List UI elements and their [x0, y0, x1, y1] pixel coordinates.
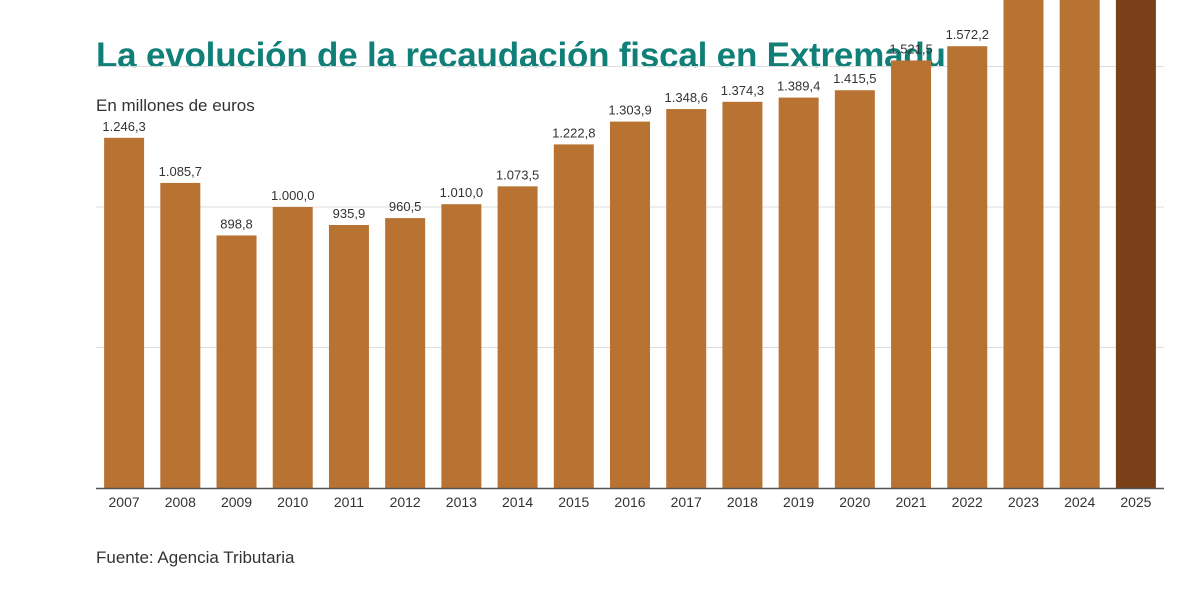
bar — [441, 204, 482, 488]
bar — [1115, 0, 1156, 489]
bar — [553, 144, 594, 489]
x-tick-label: 2015 — [558, 494, 589, 510]
bar — [666, 109, 707, 489]
source-note: Fuente: Agencia Tributaria — [96, 548, 295, 567]
chart-subtitle: En millones de euros — [96, 96, 255, 115]
data-label: 1.415,5 — [833, 71, 876, 86]
x-tick-label: 2007 — [109, 494, 140, 510]
x-tick-label: 2012 — [390, 494, 421, 510]
bar — [104, 137, 145, 488]
bar — [891, 60, 932, 489]
x-tick-label: 2010 — [277, 494, 308, 510]
bar — [778, 97, 819, 488]
x-tick-label: 2008 — [165, 494, 196, 510]
data-label: 1.246,3 — [102, 119, 145, 134]
data-label: 1.572,2 — [946, 27, 989, 42]
x-tick-labels: 2007 2008 2009 2010 2011 2012 2013 2014 2015 2016… — [109, 494, 1152, 510]
bar — [497, 186, 538, 488]
data-label: 1.374,3 — [721, 83, 764, 98]
data-label: 1.348,6 — [665, 90, 708, 105]
x-tick-label: 2014 — [502, 494, 533, 510]
bar — [216, 235, 257, 488]
data-label: 1.010,0 — [440, 185, 483, 200]
bar — [328, 225, 369, 489]
x-tick-label: 2019 — [783, 494, 814, 510]
x-tick-label: 2009 — [221, 494, 252, 510]
data-label: 1.085,7 — [159, 164, 202, 179]
data-label: 1.389,4 — [777, 79, 820, 94]
data-label: 935,9 — [333, 206, 366, 221]
x-tick-label: 2021 — [895, 494, 926, 510]
bar — [1059, 0, 1100, 488]
data-label: 1.073,5 — [496, 167, 539, 182]
data-label: 1.000,0 — [271, 188, 314, 203]
data-label: 1.521,5 — [889, 41, 932, 56]
value-labels: 1.246,3 1.085,7 898,8 1.000,0 935,9 960,5 1.01… — [102, 27, 989, 231]
x-tick-label: 2023 — [1008, 494, 1039, 510]
bar — [947, 46, 988, 489]
bar — [385, 218, 426, 489]
x-tick-label: 2011 — [334, 494, 364, 510]
x-tick-label: 2016 — [614, 494, 645, 510]
x-tick-label: 2025 — [1120, 494, 1151, 510]
x-tick-label: 2018 — [727, 494, 758, 510]
data-label: 960,5 — [389, 199, 422, 214]
x-tick-label: 2020 — [839, 494, 870, 510]
x-tick-label: 2013 — [446, 494, 477, 510]
x-tick-label: 2022 — [952, 494, 983, 510]
bar — [722, 101, 763, 488]
x-tick-label: 2017 — [671, 494, 702, 510]
chart-title: La evolución de la recaudación fiscal en… — [96, 36, 979, 75]
bar — [160, 182, 201, 488]
bar — [272, 207, 313, 488]
data-label: 1.303,9 — [608, 103, 651, 118]
bars — [104, 0, 1156, 489]
x-tick-label: 2024 — [1064, 494, 1095, 510]
data-label: 898,8 — [220, 216, 253, 231]
bar — [610, 121, 650, 489]
data-label: 1.222,8 — [552, 125, 595, 140]
bar — [834, 90, 875, 488]
bar — [1003, 0, 1044, 489]
